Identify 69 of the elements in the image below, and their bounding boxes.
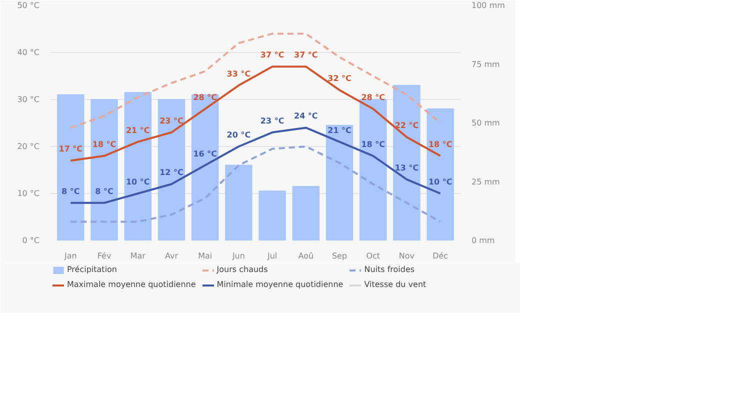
line-series bbox=[70, 146, 442, 223]
legend-label: Minimale moyenne quotidienne bbox=[216, 280, 344, 289]
y2-tick-label: 100 mm bbox=[472, 1, 506, 10]
x-tick-label: Sep bbox=[332, 252, 348, 260]
bar bbox=[393, 84, 420, 240]
bar bbox=[225, 164, 252, 240]
x-tick-label: Jun bbox=[231, 252, 245, 260]
data-label: 8 °C bbox=[62, 186, 80, 196]
data-label: 28 °C bbox=[361, 92, 386, 102]
data-label: 23 °C bbox=[160, 116, 184, 126]
bar bbox=[326, 124, 354, 240]
legend-label: Précipitation bbox=[67, 265, 118, 274]
bar bbox=[191, 94, 219, 240]
y-tick-label: 40 °C bbox=[17, 48, 40, 57]
data-label: 8 °C bbox=[95, 186, 114, 196]
legend-label: Maximale moyenne quotidienne bbox=[67, 280, 196, 289]
y2-tick-label: 0 mm bbox=[472, 236, 495, 245]
y-tick-label: 0 °C bbox=[22, 236, 40, 245]
y-tick-label: 10 °C bbox=[17, 189, 40, 198]
x-tick-label: Jul bbox=[266, 252, 278, 260]
legend-label: Nuits froides bbox=[364, 265, 415, 274]
data-label: 20 °C bbox=[226, 130, 251, 140]
data-label: 23 °C bbox=[260, 116, 284, 126]
bar bbox=[292, 186, 320, 240]
data-label: 18 °C bbox=[92, 140, 116, 149]
data-label: 21 °C bbox=[126, 126, 150, 135]
x-tick-label: Mar bbox=[130, 252, 146, 260]
x-tick-label: Jan bbox=[64, 252, 77, 260]
bar bbox=[258, 190, 286, 240]
y2-tick-label: 25 mm bbox=[472, 177, 500, 186]
x-tick-label: Oct bbox=[366, 252, 380, 260]
data-label: 32 °C bbox=[328, 74, 352, 84]
x-tick-label: Avr bbox=[164, 252, 179, 260]
line-series bbox=[70, 32, 442, 129]
data-label: 18 °C bbox=[428, 140, 452, 149]
x-tick-label: Aoû bbox=[298, 252, 314, 260]
x-tick-label: Mai bbox=[198, 252, 212, 260]
bar bbox=[124, 92, 152, 240]
line-series bbox=[70, 66, 442, 162]
y-tick-label: 30 °C bbox=[17, 95, 40, 104]
data-label: 22 °C bbox=[394, 121, 419, 130]
data-label: 10 °C bbox=[126, 178, 150, 186]
data-label: 10 °C bbox=[428, 178, 452, 186]
x-tick-label: Fév bbox=[97, 252, 112, 260]
data-label: 18 °C bbox=[361, 140, 386, 149]
data-label: 24 °C bbox=[294, 112, 318, 121]
data-label: 28 °C bbox=[193, 92, 218, 102]
data-label: 37 °C bbox=[260, 50, 284, 60]
bar bbox=[57, 94, 84, 240]
x-tick-label: Déc bbox=[432, 252, 448, 260]
data-label: 16 °C bbox=[193, 149, 218, 158]
legend-label: Vitesse du vent bbox=[364, 280, 426, 289]
data-label: 33 °C bbox=[226, 69, 251, 78]
y-tick-label: 20 °C bbox=[17, 142, 40, 151]
data-label: 12 °C bbox=[160, 168, 184, 178]
bar bbox=[158, 99, 186, 240]
line-series bbox=[70, 126, 442, 204]
data-label: 37 °C bbox=[294, 50, 318, 60]
data-label: 17 °C bbox=[58, 144, 83, 154]
bar bbox=[90, 99, 118, 240]
legend-label: Jours chauds bbox=[216, 265, 268, 274]
bar bbox=[360, 99, 387, 240]
data-label: 13 °C bbox=[394, 163, 419, 172]
y-tick-label: 50 °C bbox=[17, 1, 40, 10]
data-label: 21 °C bbox=[328, 126, 352, 135]
bar bbox=[426, 108, 454, 240]
y2-tick-label: 75 mm bbox=[472, 60, 500, 69]
y2-tick-label: 50 mm bbox=[472, 118, 500, 128]
x-tick-label: Nov bbox=[398, 252, 415, 260]
